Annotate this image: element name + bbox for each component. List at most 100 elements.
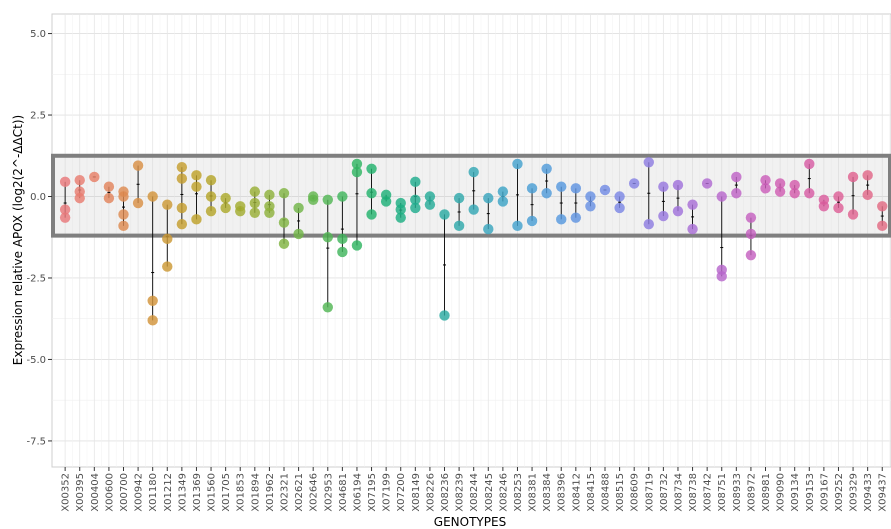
x-tick-label: X08381 xyxy=(528,473,539,512)
y-axis: 5.0 2.5 0.0 -2.5 -5.0 -7.5 xyxy=(26,29,52,447)
x-tick-label: X09167 xyxy=(819,473,830,512)
series-group xyxy=(410,176,421,214)
x-tick-label: X07195 xyxy=(367,473,378,512)
data-point xyxy=(877,201,888,212)
x-tick-label: X08488 xyxy=(601,473,612,512)
series-group xyxy=(877,201,888,232)
data-point xyxy=(468,204,479,215)
data-point xyxy=(191,181,202,192)
x-tick-label: X08609 xyxy=(630,473,641,512)
x-tick-label: X04681 xyxy=(338,473,349,512)
series-group xyxy=(833,191,844,214)
series-group xyxy=(235,201,246,217)
series-group xyxy=(497,186,509,207)
series-group xyxy=(789,179,800,199)
data-point xyxy=(118,220,129,232)
series-group xyxy=(307,191,319,205)
data-point xyxy=(585,201,596,212)
data-series xyxy=(59,157,888,326)
series-group xyxy=(731,171,742,199)
data-point xyxy=(162,233,173,245)
data-point xyxy=(410,202,421,214)
data-point xyxy=(278,217,290,228)
data-point xyxy=(176,219,188,230)
x-tick-label: X01180 xyxy=(148,473,159,512)
x-tick-label: X01212 xyxy=(163,473,174,512)
x-tick-label: X08244 xyxy=(469,473,480,512)
data-point xyxy=(74,192,85,204)
data-point xyxy=(410,176,421,188)
data-point xyxy=(395,204,406,215)
data-point xyxy=(556,181,567,192)
data-point xyxy=(162,261,173,272)
data-point xyxy=(497,186,509,197)
series-group xyxy=(862,170,873,201)
x-tick-label: X07199 xyxy=(382,473,393,512)
series-group xyxy=(103,181,115,204)
series-group xyxy=(366,163,377,220)
data-point xyxy=(716,271,727,282)
data-point xyxy=(614,202,625,214)
data-point xyxy=(176,161,188,173)
data-point xyxy=(614,191,625,202)
data-point xyxy=(512,158,523,170)
data-point xyxy=(366,188,377,199)
data-point xyxy=(176,173,188,184)
series-group xyxy=(847,171,859,220)
series-group xyxy=(672,179,684,217)
x-tick-label: X02953 xyxy=(323,473,334,512)
data-point xyxy=(147,295,158,306)
series-group xyxy=(643,157,654,230)
data-point xyxy=(453,192,465,204)
data-point xyxy=(322,302,333,313)
x-tick-label: X08245 xyxy=(484,473,495,512)
x-axis: X00352 X00395 X00404 X00600 X00700 X00942 X011… xyxy=(61,467,889,512)
data-point xyxy=(89,171,100,183)
data-point xyxy=(833,191,844,202)
x-tick-label: X00352 xyxy=(61,473,72,512)
data-point xyxy=(278,188,290,199)
x-tick-label: X08734 xyxy=(673,473,684,512)
x-tick-label: X08738 xyxy=(688,473,699,512)
series-group xyxy=(439,209,450,321)
data-point xyxy=(322,232,333,243)
data-point xyxy=(745,212,757,223)
series-group xyxy=(483,192,494,235)
data-point xyxy=(745,249,757,261)
data-point xyxy=(205,205,217,217)
data-point xyxy=(526,215,538,227)
series-group xyxy=(322,194,333,313)
data-point xyxy=(132,160,144,171)
data-point xyxy=(804,158,815,170)
series-group xyxy=(176,161,188,230)
series-group xyxy=(745,212,757,261)
series-group xyxy=(818,194,830,212)
data-point xyxy=(497,196,509,207)
series-group xyxy=(512,158,523,232)
series-group xyxy=(687,199,698,235)
x-tick-label: X01349 xyxy=(177,473,188,512)
data-point xyxy=(74,175,85,186)
data-point xyxy=(599,184,611,196)
x-tick-label: X08384 xyxy=(542,473,553,512)
x-tick-label: X08751 xyxy=(717,473,728,512)
x-tick-label: X00700 xyxy=(119,473,130,512)
data-point xyxy=(526,183,538,194)
data-point xyxy=(483,192,494,204)
series-group xyxy=(205,175,217,217)
series-group xyxy=(468,166,479,215)
series-group xyxy=(395,197,406,223)
series-group xyxy=(701,178,713,189)
data-point xyxy=(278,238,290,249)
x-tick-label: X02321 xyxy=(280,473,291,512)
series-group xyxy=(220,192,231,214)
data-point xyxy=(833,202,844,214)
data-point xyxy=(249,186,261,197)
series-group xyxy=(351,158,363,251)
data-point xyxy=(439,209,450,220)
data-point xyxy=(366,209,377,220)
x-tick-label: X08226 xyxy=(425,473,436,512)
data-point xyxy=(453,220,465,232)
data-point xyxy=(570,212,582,223)
x-tick-label: X08719 xyxy=(644,473,655,512)
